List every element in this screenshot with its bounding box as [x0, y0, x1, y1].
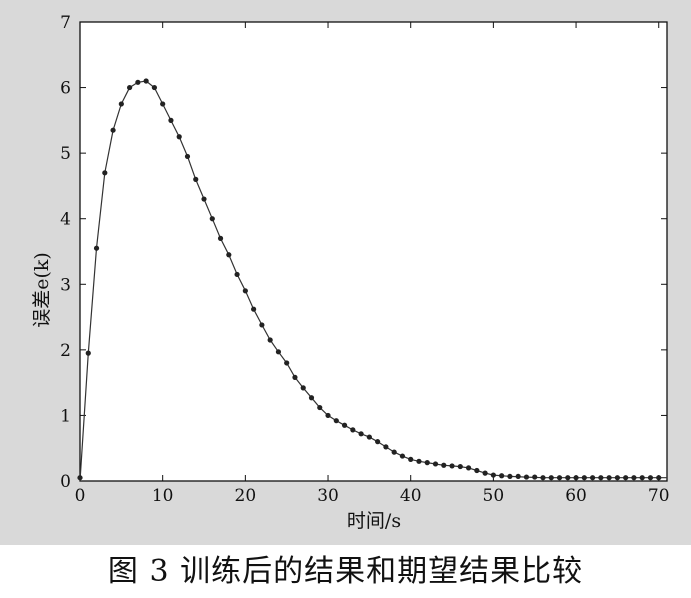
series-layer	[77, 78, 667, 482]
x-tick-label: 0	[75, 486, 86, 506]
data-point	[275, 349, 282, 355]
y-axis: 0 1 2 3 4 5 6 7	[60, 13, 667, 492]
data-point	[556, 475, 563, 481]
data-point	[474, 467, 480, 474]
data-point	[317, 404, 323, 411]
data-point	[540, 475, 546, 481]
y-tick-label: 3	[60, 275, 71, 295]
data-point	[515, 473, 521, 480]
x-tick-label: 40	[400, 486, 422, 506]
data-point	[391, 449, 397, 455]
data-point	[581, 475, 587, 481]
x-axis: 0 10 20 30 40 50 60 70	[75, 22, 670, 506]
data-point	[308, 395, 315, 401]
data-point	[606, 475, 612, 481]
y-tick-label: 2	[60, 341, 71, 361]
data-point	[118, 101, 124, 107]
y-tick-label: 4	[60, 210, 71, 230]
data-point	[168, 117, 174, 123]
data-point	[408, 456, 414, 462]
x-tick-label: 20	[235, 486, 257, 506]
data-point	[383, 444, 389, 450]
data-point	[193, 176, 199, 182]
data-point	[573, 475, 579, 481]
data-point	[102, 170, 108, 176]
data-point	[499, 473, 505, 479]
data-point	[375, 439, 381, 445]
data-point	[565, 475, 571, 481]
data-point	[341, 422, 348, 428]
data-point	[589, 475, 596, 481]
data-point	[201, 196, 207, 202]
y-tick-label: 6	[60, 79, 71, 99]
data-point	[457, 463, 463, 470]
data-point	[350, 427, 356, 433]
chart: 0 1 2 3 4 5 6 7 0 10 20 30 40 50 60 70 时间/s 误差e(k)	[31, 13, 670, 532]
data-point	[639, 475, 645, 481]
y-tick-label: 7	[60, 13, 71, 33]
data-point	[93, 245, 100, 251]
data-point	[598, 475, 604, 481]
x-axis-label: 时间/s	[347, 510, 401, 532]
data-point	[465, 465, 472, 471]
data-point	[151, 84, 158, 91]
x-tick-label: 10	[152, 486, 174, 506]
plot-area	[79, 21, 668, 482]
figure-caption: 图 3 训练后的结果和期望结果比较	[107, 554, 584, 589]
data-point	[623, 475, 629, 481]
data-point	[127, 84, 133, 91]
data-point	[242, 288, 248, 294]
data-point	[85, 350, 91, 356]
data-point	[226, 252, 232, 258]
data-point	[284, 360, 290, 366]
series-line	[79, 80, 667, 482]
data-point	[399, 453, 406, 459]
x-tick-label: 70	[648, 486, 670, 506]
y-axis-label: 误差e(k)	[31, 252, 53, 328]
data-point	[548, 475, 554, 481]
data-point	[631, 475, 637, 481]
x-tick-label: 60	[565, 486, 587, 506]
y-tick-label: 0	[60, 472, 71, 492]
data-point	[647, 475, 654, 481]
data-point	[656, 475, 662, 481]
figure-panel: 0 1 2 3 4 5 6 7 0 10 20 30 40 50 60 70 时间/s 误差e(k)	[0, 0, 691, 545]
data-point	[424, 460, 430, 466]
x-tick-label: 50	[483, 486, 505, 506]
data-point	[292, 374, 298, 380]
data-point	[267, 337, 273, 343]
data-point	[532, 474, 538, 480]
data-point	[234, 271, 240, 278]
data-point	[300, 385, 306, 391]
data-point	[449, 463, 455, 469]
data-point	[614, 475, 620, 481]
data-point	[251, 306, 257, 312]
data-point	[176, 134, 182, 140]
data-point	[110, 127, 116, 133]
data-point	[507, 473, 513, 480]
data-point	[482, 470, 488, 476]
data-point	[432, 461, 439, 467]
data-point	[441, 462, 447, 468]
x-tick-label: 30	[317, 486, 339, 506]
data-point	[259, 322, 265, 328]
data-point	[143, 78, 149, 84]
data-point	[325, 412, 331, 419]
data-point	[184, 153, 191, 160]
data-point	[523, 474, 530, 480]
data-point	[160, 101, 166, 107]
data-point	[490, 472, 496, 478]
data-point	[77, 475, 83, 481]
data-point	[217, 235, 224, 241]
data-point	[135, 79, 141, 85]
data-point	[358, 431, 364, 437]
data-point	[209, 216, 215, 222]
data-point	[366, 434, 372, 440]
y-tick-label: 5	[60, 144, 71, 164]
data-point	[333, 418, 339, 424]
y-tick-label: 1	[60, 406, 71, 426]
data-point	[416, 458, 422, 464]
